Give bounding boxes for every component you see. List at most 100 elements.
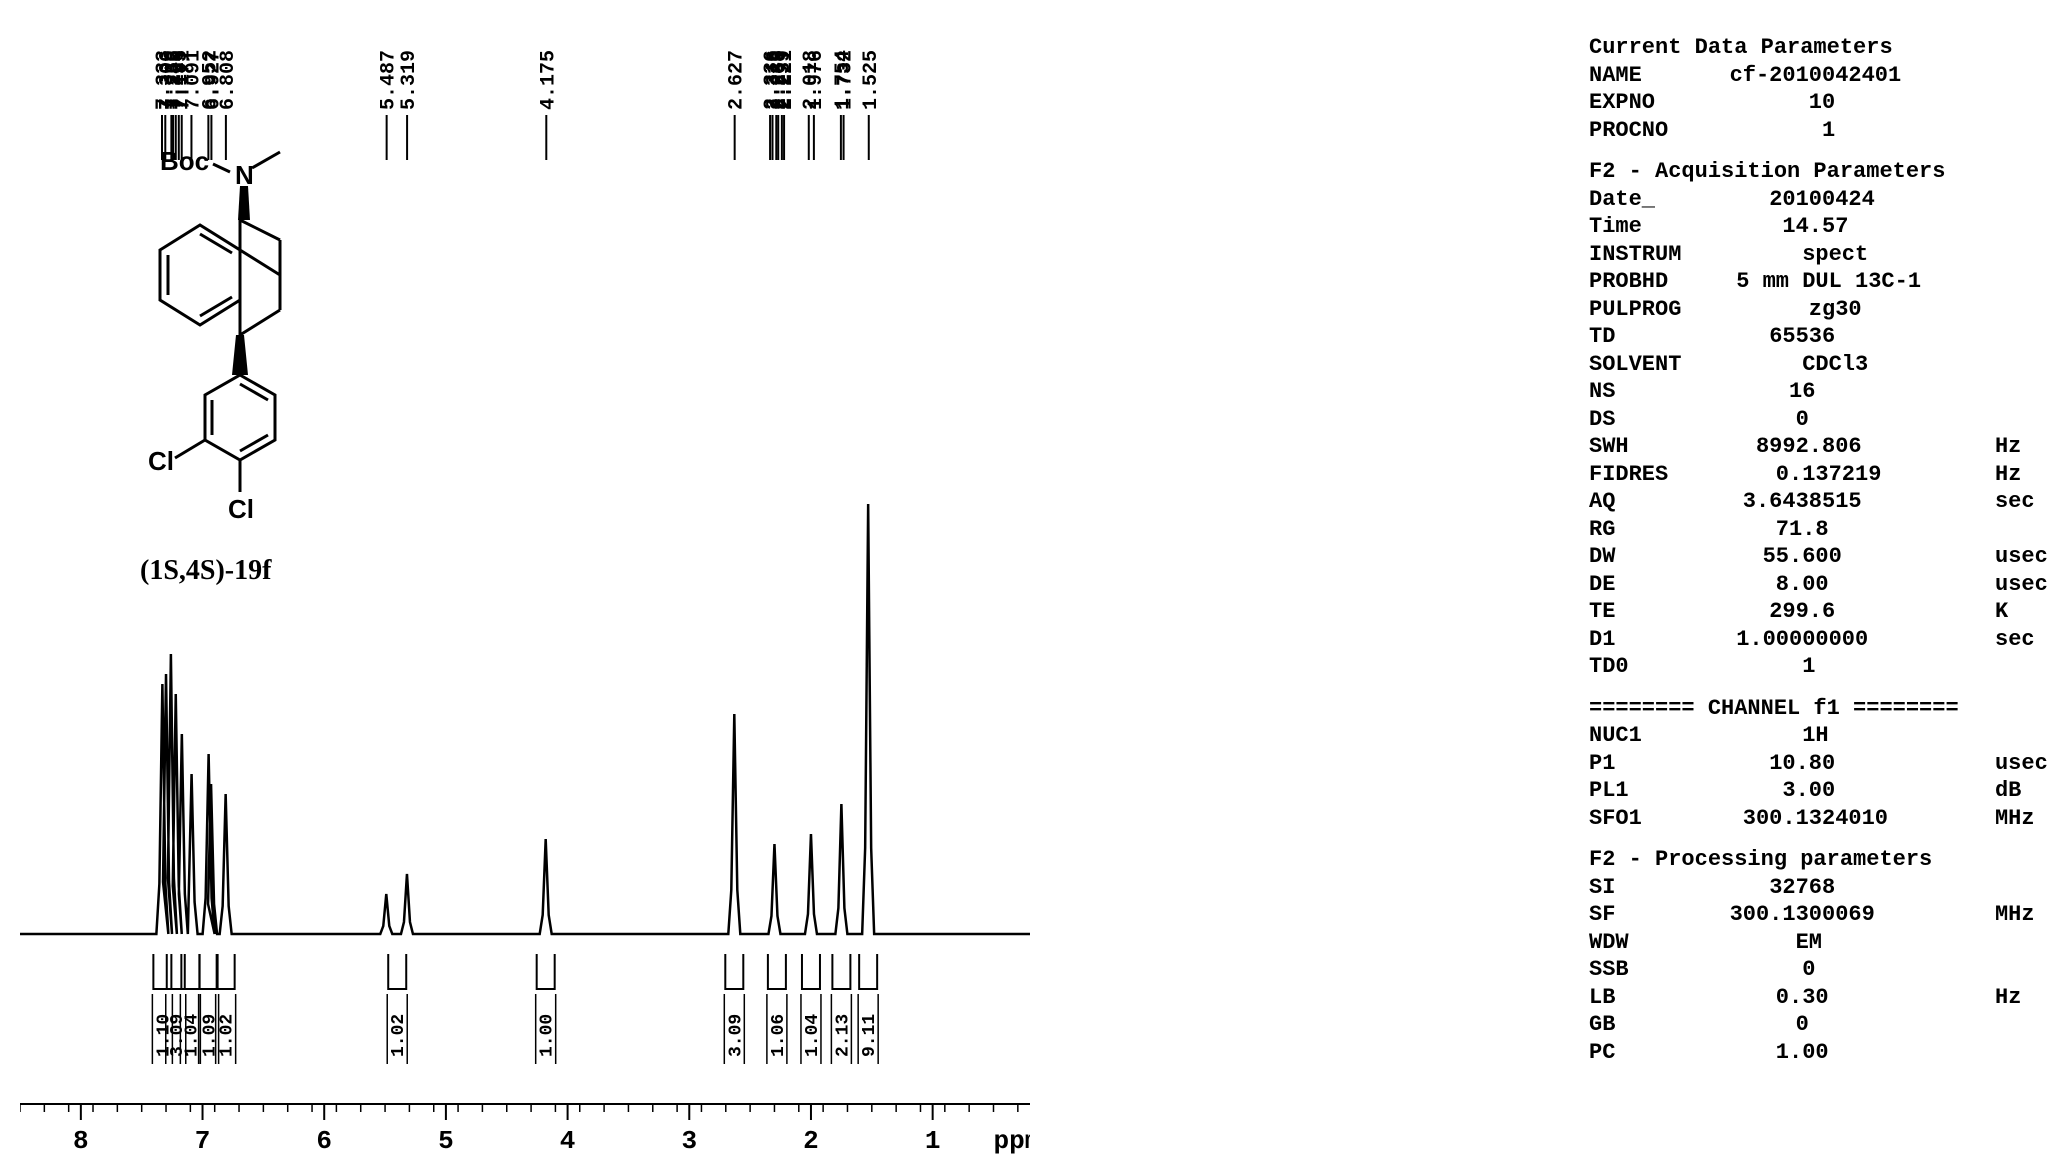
param-unit: Hz (1989, 433, 2059, 461)
param-unit (1989, 351, 2059, 379)
param-unit (1989, 722, 2059, 750)
integral-bracket (200, 954, 218, 989)
integral-label: 1.04 (803, 1014, 823, 1057)
param-unit (1989, 874, 2059, 902)
param-row: SFO1300.1324010MHz (1589, 805, 2059, 833)
param-row: D11.00000000sec (1589, 626, 2059, 654)
axis-tick-label: 7 (195, 1126, 211, 1156)
param-row: SF300.1300069MHz (1589, 901, 2059, 929)
param-label: NAME (1589, 62, 1642, 90)
param-label: P1 (1589, 750, 1615, 778)
param-unit (1989, 241, 2059, 269)
param-unit: Hz (1989, 984, 2059, 1012)
param-label: FIDRES (1589, 461, 1668, 489)
section-current-header: Current Data Parameters (1589, 34, 2059, 62)
param-row: TD65536 (1589, 323, 2059, 351)
param-rows-f2acq: Date_20100424Time14.57INSTRUM spect PROBHD… (1589, 186, 2059, 681)
param-value: spect (1802, 241, 1868, 269)
integral-bracket (859, 954, 877, 989)
integral-bracket (725, 954, 743, 989)
param-value: zg30 (1809, 296, 1862, 324)
param-value: 5 mm DUL 13C-1 (1736, 268, 1921, 296)
peak-label: 1.976 (805, 50, 828, 110)
param-label: NS (1589, 378, 1615, 406)
param-unit (1989, 296, 2059, 324)
section-f2acq-header: F2 - Acquisition Parameters (1589, 158, 2059, 186)
integral-label: 1.02 (218, 1014, 238, 1057)
param-unit (1989, 213, 2059, 241)
param-label: DS (1589, 406, 1615, 434)
param-value: 55.600 (1763, 543, 1842, 571)
param-value: 0 (1796, 406, 1809, 434)
param-row: EXPNO10 (1589, 89, 2059, 117)
param-unit (1989, 268, 2059, 296)
integral-bracket (802, 954, 820, 989)
param-unit (1989, 378, 2059, 406)
param-label: TD0 (1589, 653, 1629, 681)
param-value: 0.30 (1776, 984, 1829, 1012)
integral-bracket (388, 954, 406, 989)
param-value: 299.6 (1769, 598, 1835, 626)
param-label: DE (1589, 571, 1615, 599)
param-label: SI (1589, 874, 1615, 902)
param-label: WDW (1589, 929, 1629, 957)
peak-label: 1.525 (860, 50, 883, 110)
param-value: 32768 (1769, 874, 1835, 902)
param-row: LB0.30Hz (1589, 984, 2059, 1012)
nmr-spectrum: 7.3337.3067.2567.2427.2207.1957.1717.091… (20, 0, 1030, 1164)
param-unit (1989, 1039, 2059, 1067)
param-row: AQ3.6438515sec (1589, 488, 2059, 516)
parameter-panel: Current Data Parameters NAMEcf-201004240… (1589, 20, 2059, 1066)
param-label: PL1 (1589, 777, 1629, 805)
axis-tick-label: 5 (438, 1126, 454, 1156)
integral-bracket (537, 954, 555, 989)
param-label: SOLVENT (1589, 351, 1681, 379)
param-value: 1 (1822, 117, 1835, 145)
param-row: SSB0 (1589, 956, 2059, 984)
param-value: 1.00000000 (1736, 626, 1868, 654)
param-value: EM (1796, 929, 1822, 957)
param-row: P110.80usec (1589, 750, 2059, 778)
param-value: 1.00 (1776, 1039, 1829, 1067)
param-row: PC 1.00 (1589, 1039, 2059, 1067)
param-row: Date_20100424 (1589, 186, 2059, 214)
param-row: RG71.8 (1589, 516, 2059, 544)
param-value: 1 (1802, 653, 1815, 681)
param-value: 65536 (1769, 323, 1835, 351)
param-unit (1989, 323, 2059, 351)
section-channel-header: ======== CHANNEL f1 ======== (1589, 695, 2059, 723)
param-row: PL13.00dB (1589, 777, 2059, 805)
param-value: 16 (1789, 378, 1815, 406)
param-row: NAMEcf-2010042401 (1589, 62, 2059, 90)
param-rows-f2proc: SI32768SF300.1300069MHzWDWEMSSB0LB0.30Hz… (1589, 874, 2059, 1067)
param-unit: sec (1989, 626, 2059, 654)
peak-label: 5.319 (398, 50, 421, 110)
param-rows-channel: NUC11HP110.80usecPL13.00dBSFO1300.132401… (1589, 722, 2059, 832)
param-value: 8.00 (1776, 571, 1829, 599)
param-unit: usec (1989, 543, 2059, 571)
param-unit (1989, 62, 2059, 90)
peak-label: 4.175 (537, 50, 560, 110)
peak-label: 2.221 (775, 50, 798, 110)
param-label: INSTRUM (1589, 241, 1681, 269)
param-row: SI 32768 (1589, 874, 2059, 902)
spectrum-trace (20, 504, 1030, 934)
param-label: PULPROG (1589, 296, 1681, 324)
param-row: INSTRUM spect (1589, 241, 2059, 269)
param-label: PROCNO (1589, 117, 1668, 145)
param-row: Time14.57 (1589, 213, 2059, 241)
param-value: 0 (1796, 1011, 1809, 1039)
integral-label: 3.09 (726, 1014, 746, 1057)
param-value: 10.80 (1769, 750, 1835, 778)
param-label: PROBHD (1589, 268, 1668, 296)
param-rows-current: NAMEcf-2010042401EXPNO10PROCNO 1 (1589, 62, 2059, 145)
integral-label: 9.11 (860, 1014, 880, 1057)
integral-bracket (768, 954, 786, 989)
param-value: 3.00 (1782, 777, 1835, 805)
section-f2proc-header: F2 - Processing parameters (1589, 846, 2059, 874)
param-label: PC (1589, 1039, 1615, 1067)
param-unit: Hz (1989, 461, 2059, 489)
axis-tick-label: 3 (681, 1126, 697, 1156)
param-value: 3.6438515 (1743, 488, 1862, 516)
param-value: 300.1300069 (1730, 901, 1875, 929)
